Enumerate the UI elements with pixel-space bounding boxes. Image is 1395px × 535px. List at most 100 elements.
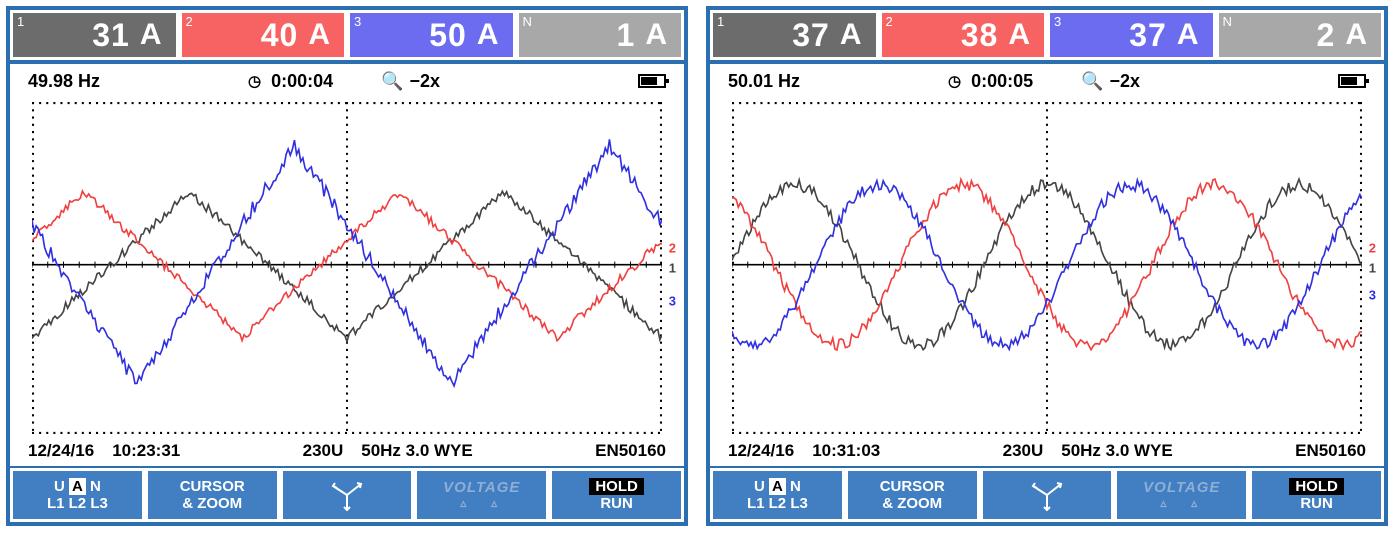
magnifier-icon: 🔍 [381,71,403,92]
channel-N: N 2A [1219,13,1382,57]
status-config: 50Hz 3.0 WYE [1061,441,1173,461]
softkey-f3[interactable] [983,471,1112,519]
channel-index: 3 [1054,14,1061,29]
channel-3: 3 50 A [350,13,513,57]
status-volts: 230U [1003,441,1044,461]
info-bar: 49.98 Hz ◷ 0:00:04 🔍−2x [10,64,684,98]
frequency-readout: 50.01 Hz [728,71,938,92]
scope-right: 137A238A337AN2A 50.01 Hz ◷ 0:00:05 🔍−2x … [706,6,1388,526]
channel-index: N [1223,14,1232,29]
softkey-f4[interactable]: VOLTAGE▵ ▵ [1117,471,1246,519]
channel-index: 2 [186,14,193,29]
channel-N: N 1A [519,13,682,57]
status-standard: EN50160 [595,441,666,461]
status-volts: 230U [303,441,344,461]
clock-icon: ◷ [248,72,261,90]
f5-run: RUN [1300,495,1333,512]
channel-unit: A [308,18,330,52]
channel-unit: A [1008,18,1030,52]
f2-l2: & ZOOM [882,495,942,512]
softkey-f5[interactable]: HOLDRUN [552,471,681,519]
channel-3: 3 37 A [1050,13,1213,57]
f4-label: VOLTAGE [1143,479,1220,496]
f1-a: A [69,478,86,495]
softkey-f1[interactable]: U A NL1 L2 L3 [13,471,142,519]
channel-1: 1 31 A [13,13,176,57]
frequency-readout: 49.98 Hz [28,71,238,92]
channel-value: 50 [429,17,467,54]
softkey-f1[interactable]: U A NL1 L2 L3 [713,471,842,519]
channel-value: 37 [1129,17,1167,54]
channel-value: 37 [792,17,830,54]
channel-unit: A [1177,18,1199,52]
channel-value: 2 [1317,17,1336,54]
channel-unit: A [840,18,862,52]
zoom-readout: 🔍−2x [1081,71,1181,92]
channel-index: N [523,14,532,29]
f1-n: N [90,478,101,495]
softkey-row: U A NL1 L2 L3CURSOR& ZOOMVOLTAGE▵ ▵HOLDR… [10,466,684,522]
status-time: 10:23:31 [112,441,180,461]
info-bar: 50.01 Hz ◷ 0:00:05 🔍−2x [710,64,1384,98]
f1-v: U [754,478,765,495]
f4-arrows: ▵ ▵ [460,497,503,511]
trace-label-1: 1 [669,261,676,276]
softkey-f5[interactable]: HOLDRUN [1252,471,1381,519]
trace-label-2: 2 [1369,241,1376,256]
softkey-f3[interactable] [283,471,412,519]
channel-1: 1 37 A [713,13,876,57]
f1-line2: L1 L2 L3 [47,495,108,512]
channel-readouts: 137A238A337AN2A [710,10,1384,64]
f2-l1: CURSOR [180,478,245,495]
status-bar: 12/24/16 10:31:03 230U 50Hz 3.0 WYE EN50… [710,436,1384,466]
elapsed-time: 0:00:05 [971,71,1071,92]
channel-value: 38 [961,17,999,54]
f4-arrows: ▵ ▵ [1160,497,1203,511]
battery-icon [638,74,666,88]
status-date: 12/24/16 [728,441,794,461]
softkey-f2[interactable]: CURSOR& ZOOM [848,471,977,519]
status-bar: 12/24/16 10:23:31 230U 50Hz 3.0 WYE EN50… [10,436,684,466]
channel-unit: A [477,18,499,52]
f1-n: N [790,478,801,495]
trace-label-1: 1 [1369,261,1376,276]
f2-l1: CURSOR [880,478,945,495]
channel-index: 3 [354,14,361,29]
softkey-row: U A NL1 L2 L3CURSOR& ZOOMVOLTAGE▵ ▵HOLDR… [710,466,1384,522]
f4-label: VOLTAGE [443,479,520,496]
trace-label-3: 3 [669,294,676,309]
channel-index: 1 [17,14,24,29]
phasor-icon [327,478,367,512]
waveform-plot: 123 [732,102,1362,434]
f5-hold: HOLD [1289,478,1344,495]
f1-v: U [54,478,65,495]
clock-icon: ◷ [948,72,961,90]
f5-run: RUN [600,495,633,512]
f1-a: A [769,478,786,495]
channel-unit: A [140,18,162,52]
channel-unit: A [1345,18,1367,52]
waveform-plot: 123 [32,102,662,434]
status-time: 10:31:03 [812,441,880,461]
trace-label-3: 3 [1369,287,1376,302]
softkey-f2[interactable]: CURSOR& ZOOM [148,471,277,519]
trace-label-2: 2 [669,241,676,256]
channel-index: 2 [886,14,893,29]
channel-value: 40 [261,17,299,54]
zoom-readout: 🔍−2x [381,71,481,92]
magnifier-icon: 🔍 [1081,71,1103,92]
channel-unit: A [645,18,667,52]
scope-left: 131A240A350AN1A 49.98 Hz ◷ 0:00:04 🔍−2x … [6,6,688,526]
battery-icon [1338,74,1366,88]
status-standard: EN50160 [1295,441,1366,461]
f2-l2: & ZOOM [182,495,242,512]
channel-value: 1 [617,17,636,54]
channel-index: 1 [717,14,724,29]
channel-2: 2 38 A [882,13,1045,57]
softkey-f4[interactable]: VOLTAGE▵ ▵ [417,471,546,519]
channel-value: 31 [92,17,130,54]
status-config: 50Hz 3.0 WYE [361,441,473,461]
channel-2: 2 40 A [182,13,345,57]
status-date: 12/24/16 [28,441,94,461]
f1-line2: L1 L2 L3 [747,495,808,512]
